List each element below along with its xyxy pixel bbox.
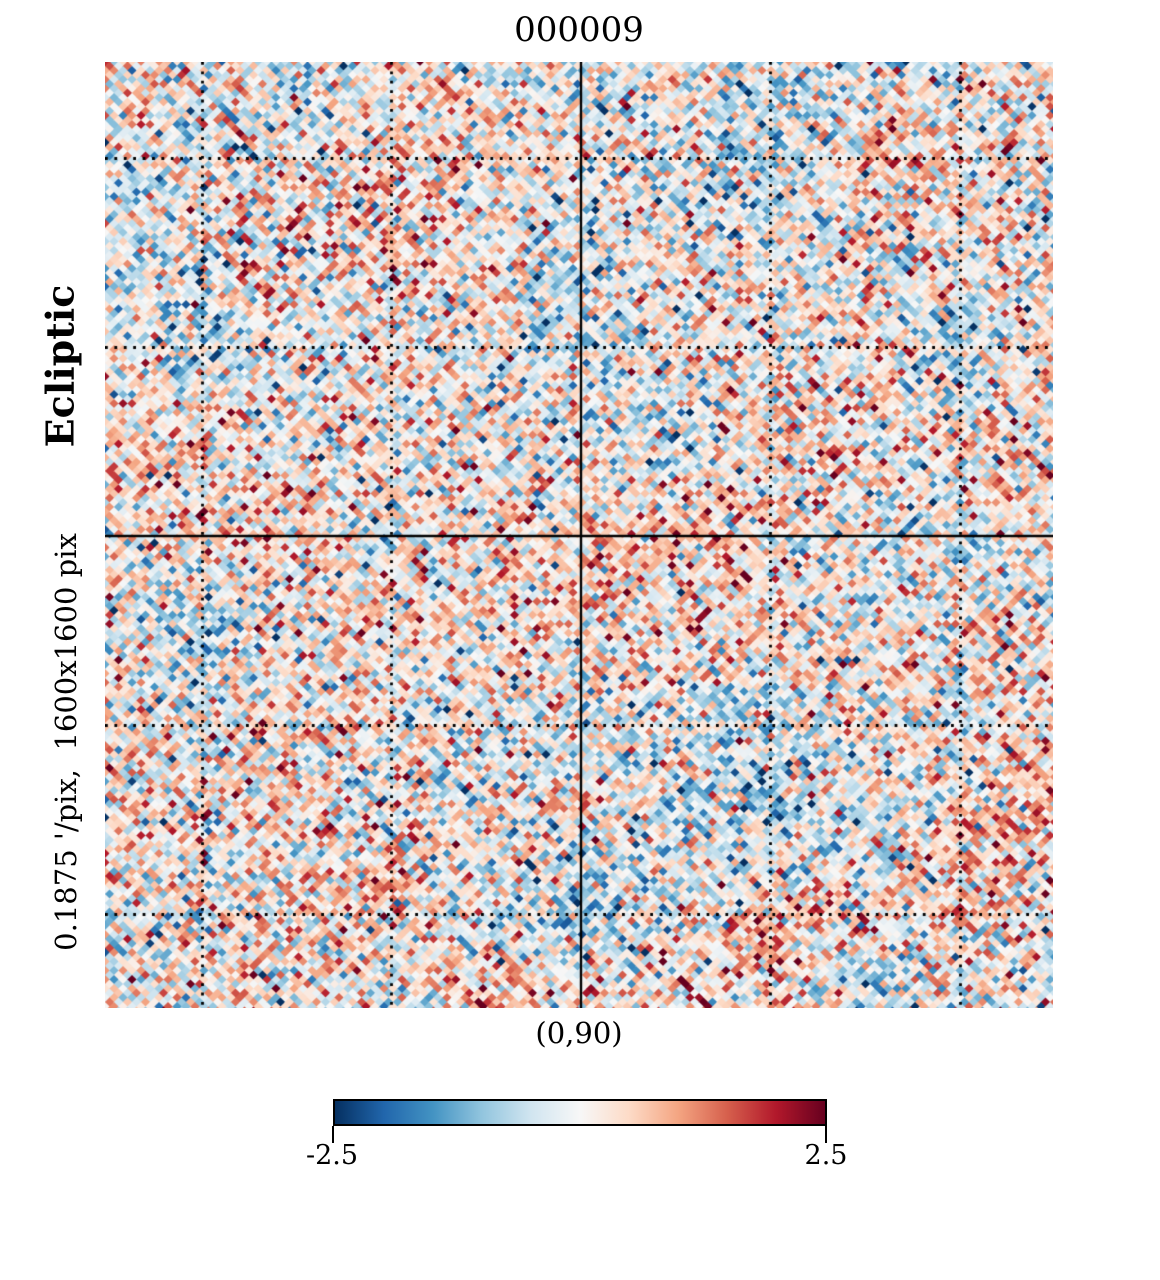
plot-title: 000009 (514, 10, 644, 50)
colorbar-tick-max (825, 1126, 827, 1143)
colorbar-tick-min (332, 1126, 334, 1143)
colorbar-min-label: -2.5 (305, 1140, 359, 1171)
colorbar-gradient (333, 1099, 827, 1126)
sky-map-canvas (105, 62, 1053, 1008)
projection-center-label: (0,90) (535, 1016, 623, 1050)
colorbar-max-label: 2.5 (804, 1140, 848, 1171)
resolution-label: 0.1875 '/pix, 1600x1600 pix (49, 533, 83, 951)
coordinate-system-label: Ecliptic (37, 284, 83, 448)
